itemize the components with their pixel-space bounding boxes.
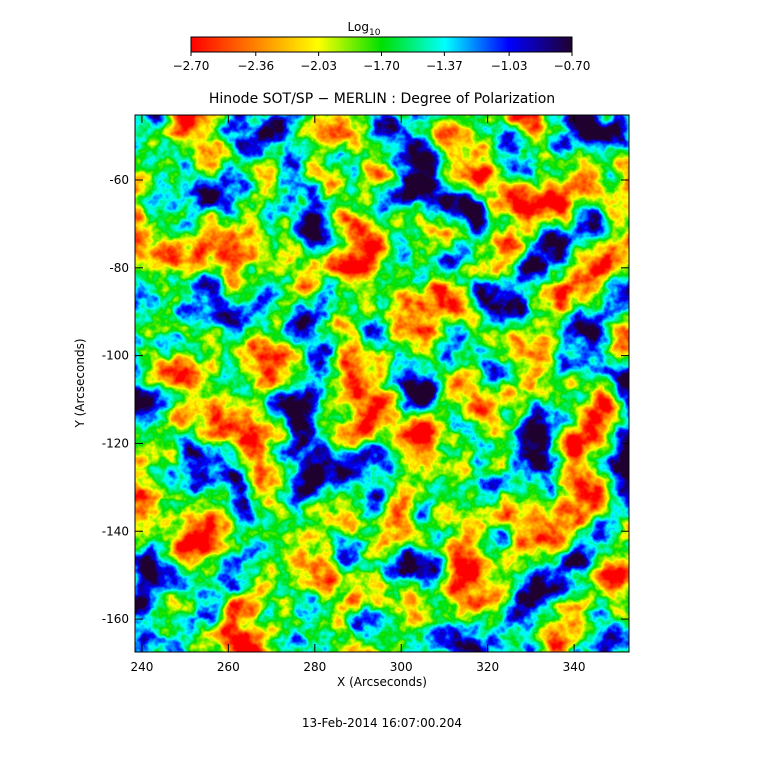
colorbar-tick-label: −2.03 bbox=[300, 59, 337, 73]
x-tick-label: 260 bbox=[217, 660, 240, 674]
colorbar-tick-label: −1.03 bbox=[491, 59, 528, 73]
y-tick-label: -140 bbox=[102, 524, 129, 538]
polarization-map bbox=[135, 115, 629, 652]
y-tick-label: -160 bbox=[102, 612, 129, 626]
colorbar-tick-label: −2.36 bbox=[237, 59, 274, 73]
x-tick-label: 340 bbox=[563, 660, 586, 674]
colorbar-tick-label: −2.70 bbox=[173, 59, 210, 73]
x-axis-label: X (Arcseconds) bbox=[337, 675, 427, 689]
colorbar-tick-label: −1.37 bbox=[426, 59, 463, 73]
colorbar-tick-label: −0.70 bbox=[554, 59, 591, 73]
plot-frame bbox=[134, 114, 630, 653]
y-tick-label: -60 bbox=[109, 173, 129, 187]
colorbar-tick-label: −1.70 bbox=[363, 59, 400, 73]
y-axis-label: Y (Arcseconds) bbox=[73, 338, 87, 428]
timestamp: 13-Feb-2014 16:07:00.204 bbox=[302, 716, 462, 730]
colorbar bbox=[190, 36, 573, 53]
y-tick-label: -100 bbox=[102, 349, 129, 363]
y-tick-label: -80 bbox=[109, 261, 129, 275]
chart-title: Hinode SOT/SP − MERLIN : Degree of Polar… bbox=[209, 91, 555, 107]
x-tick-label: 280 bbox=[303, 660, 326, 674]
x-tick-label: 300 bbox=[390, 660, 413, 674]
y-tick-label: -120 bbox=[102, 436, 129, 450]
x-tick-label: 320 bbox=[476, 660, 499, 674]
colorbar-label: Log10 bbox=[348, 20, 381, 38]
x-tick-label: 240 bbox=[130, 660, 153, 674]
